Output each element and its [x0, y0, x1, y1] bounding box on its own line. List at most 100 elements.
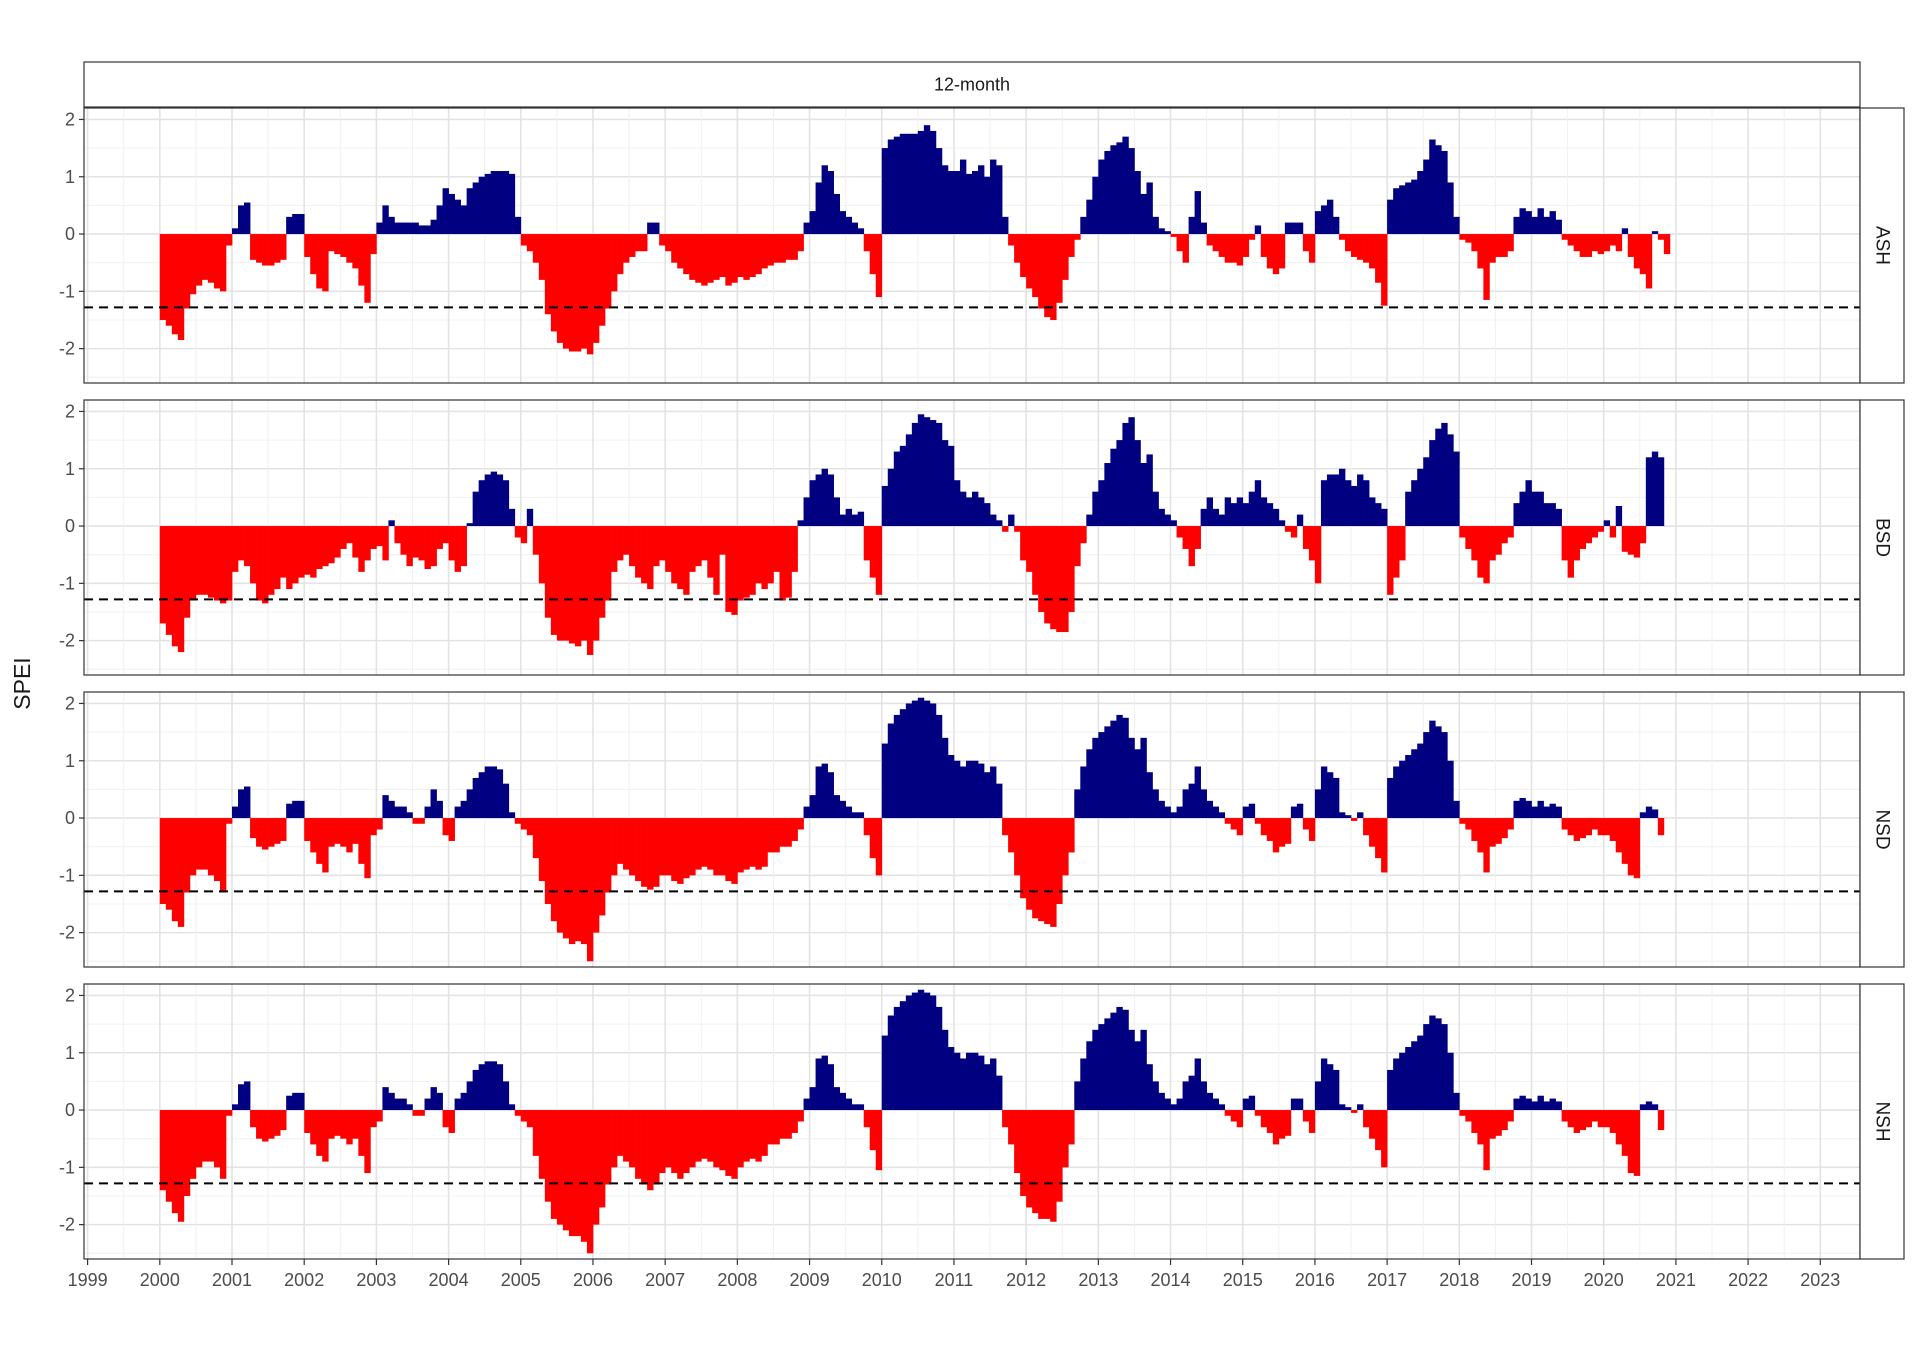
spei-bar-nsh: [947, 1047, 955, 1111]
spei-bar-ash: [262, 234, 269, 266]
panel-frames-layer: [79, 61, 1905, 1265]
spei-bar-nsd: [1489, 818, 1496, 847]
spei-bar-ash: [701, 234, 708, 286]
spei-bar-ash: [183, 234, 191, 309]
spei-bar-nsd: [911, 700, 919, 819]
spei-bar-nsd: [1633, 818, 1641, 879]
spei-bar-nsh: [466, 1081, 474, 1111]
spei-bar-bsd: [394, 526, 401, 544]
spei-bar-nsh: [436, 1092, 443, 1111]
spei-bar-bsd: [1393, 526, 1400, 578]
spei-bar-ash: [268, 234, 275, 266]
spei-bar-nsd: [1357, 812, 1364, 819]
x-tick-label: 1999: [68, 1270, 108, 1290]
spei-bar-nsh: [725, 1110, 732, 1176]
spei-bar-nsh: [1176, 1098, 1183, 1111]
spei-bar-nsd: [719, 818, 726, 876]
spei-bar-ash: [1332, 216, 1340, 235]
spei-bar-ash: [1453, 216, 1460, 235]
spei-bar-bsd: [617, 526, 624, 561]
spei-bar-nsd: [635, 818, 642, 882]
spei-bar-ash: [767, 234, 774, 266]
spei-bar-nsh: [779, 1110, 786, 1139]
spei-bar-nsh: [1615, 1110, 1623, 1145]
spei-bar-nsd: [1465, 818, 1472, 830]
spei-bar-nsh: [1417, 1035, 1424, 1111]
spei-bar-nsd: [1320, 766, 1328, 819]
spei-bar-nsh: [1266, 1110, 1274, 1133]
spei-bar-nsd: [1531, 806, 1538, 819]
spei-bar-nsd: [400, 806, 407, 819]
spei-bar-nsd: [376, 818, 383, 830]
spei-bar-nsd: [352, 818, 359, 844]
spei-bar-bsd: [875, 526, 883, 595]
spei-bar-nsh: [665, 1110, 672, 1168]
spei-bar-nsd: [671, 818, 678, 882]
spei-bar-nsh: [478, 1064, 486, 1111]
spei-bar-ash: [442, 188, 449, 235]
spei-bar-nsd: [1501, 818, 1508, 839]
spei-bar-nsd: [406, 812, 413, 819]
panel-label-bsd: BSD: [1872, 518, 1893, 557]
spei-bar-nsh: [1194, 1058, 1201, 1111]
spei-bar-nsd: [851, 812, 859, 819]
spei-bar-bsd: [629, 526, 636, 567]
spei-bar-nsd: [887, 723, 895, 819]
spei-bar-ash: [707, 234, 714, 283]
spei-bar-nsd: [1200, 789, 1207, 819]
spei-bar-nsd: [929, 703, 937, 819]
spei-bar-nsd: [1603, 818, 1611, 836]
spei-bar-nsd: [1483, 818, 1490, 873]
spei-bar-nsh: [520, 1110, 528, 1122]
spei-bar-nsh: [177, 1110, 185, 1222]
spei-bar-nsd: [1296, 803, 1304, 819]
spei-bar-bsd: [213, 526, 221, 601]
spei-bar-bsd: [250, 526, 257, 584]
spei-bar-ash: [550, 234, 558, 332]
spei-bar-nsd: [562, 818, 570, 939]
spei-bar-ash: [1543, 216, 1550, 235]
spei-bar-ash: [520, 234, 528, 246]
spei-bar-ash: [1597, 234, 1605, 255]
spei-bar-nsh: [280, 1110, 287, 1131]
spei-bar-nsd: [1459, 818, 1466, 824]
spei-bar-nsd: [165, 818, 173, 910]
x-tick-label: 2019: [1511, 1270, 1551, 1290]
spei-bar-nsd: [370, 818, 377, 836]
spei-bar-nsd: [586, 818, 594, 962]
spei-bar-nsd: [1266, 818, 1274, 841]
spei-bar-ash: [1387, 199, 1394, 235]
spei-bar-ash: [1411, 179, 1418, 235]
spei-bar-ash: [1098, 159, 1105, 235]
spei-bar-ash: [1537, 208, 1544, 235]
spei-bar-ash: [1110, 145, 1117, 235]
spei-bar-bsd: [923, 417, 931, 527]
spei-bar-ash: [1519, 208, 1526, 235]
spei-bar-nsd: [1561, 818, 1568, 830]
spei-bar-bsd: [1248, 491, 1256, 527]
spei-bar-nsh: [1212, 1098, 1220, 1111]
spei-bar-nsh: [165, 1110, 173, 1202]
spei-bar-ash: [605, 234, 612, 309]
spei-bar-nsh: [586, 1110, 594, 1254]
spei-bar-bsd: [941, 440, 949, 527]
spei-bar-bsd: [821, 468, 828, 527]
spei-bar-ash: [1603, 234, 1611, 252]
spei-bar-bsd: [1441, 422, 1448, 527]
spei-bar-ash: [611, 234, 618, 292]
spei-bar-ash: [1236, 234, 1244, 266]
spei-bar-ash: [1128, 148, 1135, 235]
spei-bar-bsd: [478, 480, 486, 527]
spei-bar-bsd: [1332, 474, 1340, 527]
spei-bar-ash: [1483, 234, 1490, 300]
spei-bar-nsd: [213, 818, 221, 882]
spei-bar-nsh: [1008, 1110, 1015, 1145]
spei-bar-nsh: [1326, 1064, 1334, 1111]
spei-bar-bsd: [1224, 497, 1232, 527]
spei-bar-nsd: [1302, 818, 1310, 830]
spei-bar-ash: [1591, 234, 1599, 252]
spei-bar-ash: [749, 234, 756, 278]
spei-bar-ash: [532, 234, 540, 263]
spei-bar-bsd: [1633, 526, 1641, 558]
spei-bar-bsd: [1134, 440, 1141, 527]
